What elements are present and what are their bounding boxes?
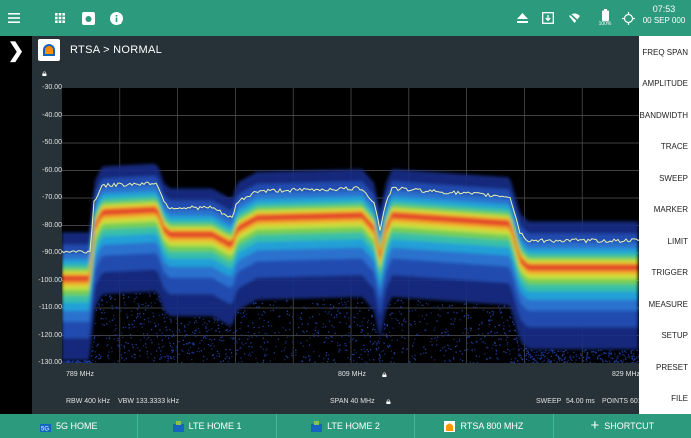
- download-icon[interactable]: [538, 0, 558, 36]
- y-tick-label: -90.00: [42, 249, 62, 256]
- softkey-freq-span[interactable]: FREQ SPAN: [642, 47, 688, 57]
- y-tick-label: -80.00: [42, 221, 62, 229]
- span-value[interactable]: SPAN 40 MHz: [330, 398, 375, 405]
- shortcut-label: SHORTCUT: [604, 421, 655, 431]
- softkey-limit[interactable]: LIMIT: [667, 236, 688, 246]
- date: 00 SEP 000: [642, 16, 686, 25]
- shortcut-label: 5G HOME: [55, 421, 98, 431]
- breadcrumb[interactable]: RTSA > NORMAL: [70, 44, 163, 56]
- persistence-display: [62, 88, 640, 363]
- time: 07:53: [652, 4, 676, 14]
- eject-icon[interactable]: [512, 0, 532, 36]
- spectrum-plot[interactable]: [62, 88, 640, 363]
- softkey-measure[interactable]: MEASURE: [648, 299, 688, 309]
- clock: 07:53 00 SEP 000: [637, 4, 691, 26]
- shortcut-label: LTE HOME 2: [327, 421, 380, 431]
- apps-grid-icon[interactable]: [48, 0, 72, 36]
- menu-icon[interactable]: [2, 0, 26, 36]
- softkey-amplitude[interactable]: AMPLITUDE: [642, 79, 688, 88]
- mode-header: RTSA > NORMAL: [32, 36, 639, 64]
- vbw-value[interactable]: VBW 133.3333 kHz: [118, 398, 180, 405]
- info-badge: 2: [118, 19, 122, 26]
- rtsa-icon: [444, 420, 456, 432]
- softkey-setup[interactable]: SETUP: [661, 331, 688, 340]
- info-icon[interactable]: 2: [104, 0, 128, 36]
- softkey-menu: FREQ SPAN AMPLITUDE BANDWIDTH TRACE SWEEP MAR…: [639, 36, 691, 414]
- points-value[interactable]: POINTS 601: [602, 398, 642, 405]
- softkey-sweep[interactable]: SWEEP: [659, 173, 688, 183]
- shortcut-bar: 5G 5G HOME LTE HOME 1 LTE HOME 2 RTSA 80…: [0, 414, 691, 438]
- center-lock-icon[interactable]: 🔒︎: [382, 369, 387, 379]
- lte-icon: [311, 420, 323, 432]
- measurement-area: 🔒︎ -30.00 -40.00 -50.00 -60.00 -70.00 -80.00 -…: [32, 64, 642, 414]
- shortcut-add[interactable]: + SHORTCUT: [554, 414, 691, 438]
- y-tick-label: -100.00: [38, 276, 62, 284]
- lock-icon[interactable]: 🔒︎: [42, 68, 47, 78]
- plus-icon: +: [590, 417, 600, 434]
- shortcut-label: LTE HOME 1: [188, 421, 242, 431]
- shortcut-lte-home-1[interactable]: LTE HOME 1: [138, 414, 277, 438]
- sweep-label: SWEEP: [536, 398, 562, 405]
- y-tick-label: -130.00: [38, 359, 62, 366]
- softkey-marker[interactable]: MARKER: [653, 205, 688, 214]
- start-frequency[interactable]: 789 MHz: [66, 371, 95, 378]
- y-tick-label: -40.00: [42, 111, 62, 119]
- svg-text:5G: 5G: [41, 426, 49, 432]
- no-wifi-icon[interactable]: [564, 0, 584, 36]
- 5g-icon: 5G: [39, 423, 51, 432]
- y-tick-label: -70.00: [42, 194, 62, 201]
- center-frequency[interactable]: 809 MHz: [338, 371, 367, 378]
- softkey-bandwidth[interactable]: BANDWIDTH: [639, 110, 688, 120]
- rbw-value[interactable]: RBW 400 kHz: [66, 398, 110, 405]
- stop-frequency[interactable]: 829 MHz: [612, 371, 641, 378]
- side-panel-rail: ❯: [0, 36, 32, 414]
- status-bar: 2 100% 07:53 00 SEP 000: [0, 0, 691, 36]
- lte-icon: [172, 420, 184, 432]
- shortcut-5g-home[interactable]: 5G 5G HOME: [0, 414, 139, 438]
- span-lock-icon[interactable]: 🔒︎: [386, 396, 391, 406]
- y-tick-label: -30.00: [42, 84, 62, 91]
- softkey-preset[interactable]: PRESET: [655, 362, 688, 372]
- gps-target-icon[interactable]: [618, 0, 638, 36]
- shortcut-label: RTSA 800 MHZ: [460, 421, 524, 431]
- camera-icon[interactable]: [76, 0, 100, 36]
- softkey-trigger[interactable]: TRIGGER: [651, 268, 688, 277]
- battery-level: 100%: [598, 21, 612, 27]
- battery-icon: 100%: [592, 0, 618, 36]
- shortcut-lte-home-2[interactable]: LTE HOME 2: [277, 414, 416, 438]
- sweep-time[interactable]: 54.00 ms: [566, 398, 595, 405]
- y-tick-label: -110.00: [38, 304, 62, 311]
- rtsa-app-icon: [38, 39, 60, 61]
- chevron-right-icon: ❯: [7, 39, 25, 62]
- y-tick-label: -50.00: [42, 139, 62, 146]
- softkey-trace[interactable]: TRACE: [660, 142, 688, 151]
- softkey-file[interactable]: FILE: [671, 394, 688, 403]
- expand-panel-button[interactable]: ❯: [0, 36, 32, 64]
- y-tick-label: -120.00: [38, 331, 62, 339]
- y-tick-label: -60.00: [42, 166, 62, 174]
- shortcut-rtsa-800[interactable]: RTSA 800 MHZ: [415, 414, 554, 438]
